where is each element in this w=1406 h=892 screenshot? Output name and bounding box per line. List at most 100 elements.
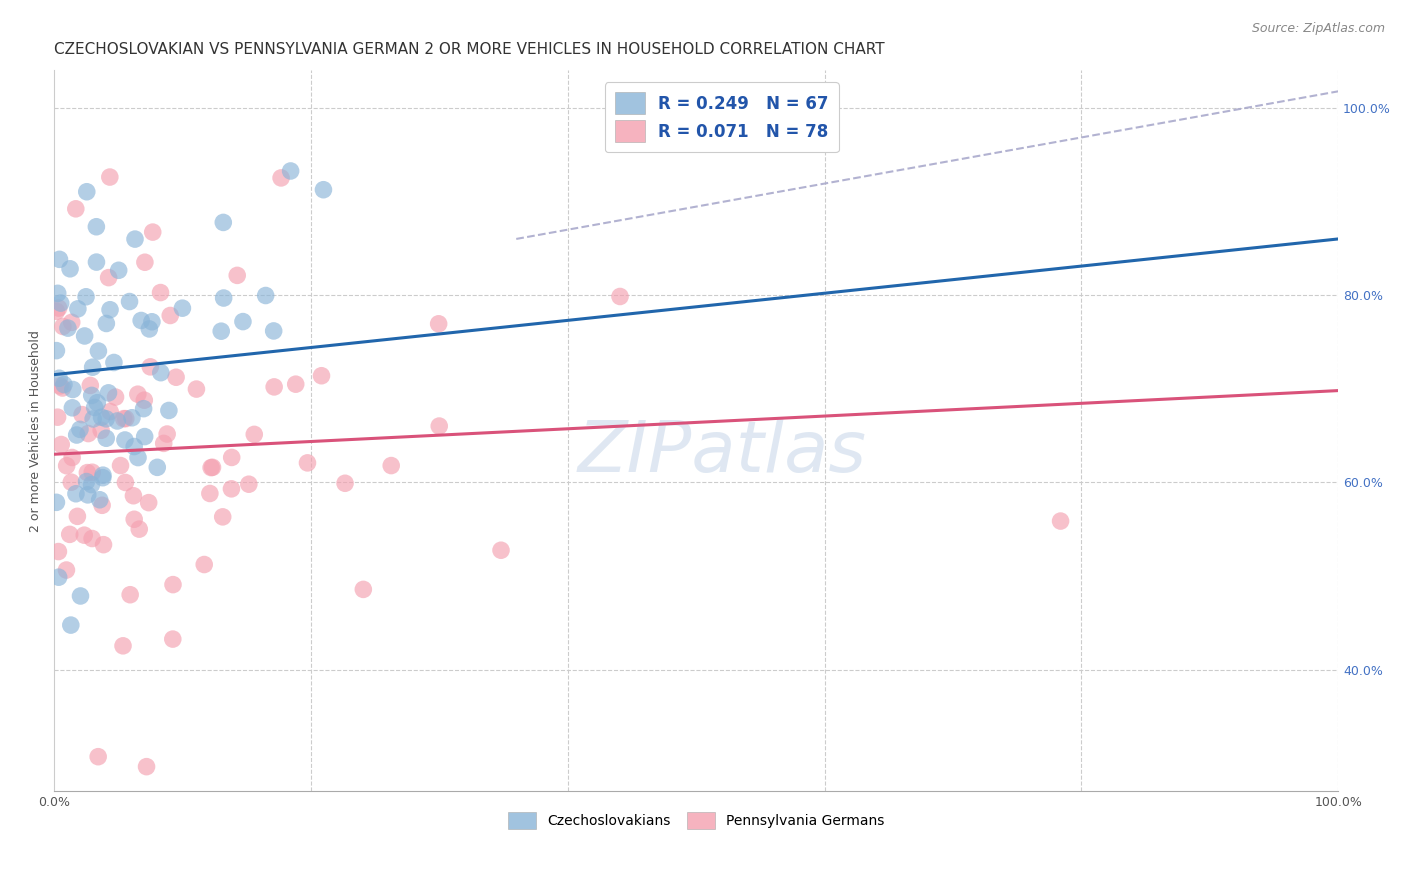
Point [142, 225, 165, 239]
Point [114, 433, 136, 447]
Point [49, 296, 72, 310]
Point [48, 371, 70, 385]
Point [1049, 514, 1071, 528]
Point [232, 315, 254, 329]
Point [134, 393, 156, 408]
Point [105, 414, 128, 428]
Point [221, 482, 243, 496]
Point [80, 388, 103, 402]
Point [152, 436, 174, 450]
Point [59, 527, 82, 541]
Point [134, 429, 156, 443]
Point [221, 450, 243, 465]
Point [120, 588, 142, 602]
Point [91, 471, 114, 485]
Point [200, 460, 222, 475]
Point [97, 270, 120, 285]
Point [60, 315, 83, 329]
Point [280, 164, 302, 178]
Point [60, 450, 83, 465]
Point [69, 589, 91, 603]
Point [89, 492, 111, 507]
Point [193, 558, 215, 572]
Point [129, 313, 152, 327]
Point [198, 486, 221, 500]
Point [297, 456, 319, 470]
Point [48, 570, 70, 584]
Point [82, 360, 104, 375]
Point [254, 288, 277, 302]
Point [212, 291, 235, 305]
Point [146, 460, 169, 475]
Point [212, 215, 235, 229]
Point [284, 377, 307, 392]
Point [77, 426, 100, 441]
Text: ZIPatlas: ZIPatlas [578, 418, 866, 487]
Point [52, 319, 75, 334]
Point [201, 460, 224, 475]
Point [114, 411, 136, 425]
Point [60, 475, 83, 490]
Point [59, 261, 82, 276]
Point [62, 383, 84, 397]
Point [56, 321, 79, 335]
Point [138, 495, 160, 509]
Point [270, 170, 292, 185]
Point [83, 401, 105, 415]
Point [427, 317, 450, 331]
Point [90, 423, 112, 437]
Point [87, 749, 110, 764]
Point [149, 366, 172, 380]
Point [45, 343, 67, 358]
Point [128, 522, 150, 536]
Point [79, 378, 101, 392]
Point [59, 618, 82, 632]
Point [141, 315, 163, 329]
Point [98, 404, 121, 418]
Point [66, 509, 89, 524]
Point [111, 639, 134, 653]
Point [65, 202, 87, 216]
Point [48, 252, 70, 267]
Point [96, 431, 118, 445]
Point [45, 495, 67, 509]
Point [609, 289, 631, 303]
Y-axis label: 2 or more Vehicles in Household: 2 or more Vehicles in Household [30, 330, 42, 532]
Point [122, 512, 145, 526]
Point [76, 185, 98, 199]
Point [121, 410, 143, 425]
Point [49, 379, 72, 393]
Point [172, 301, 194, 315]
Point [186, 382, 208, 396]
Point [112, 411, 135, 425]
Point [243, 427, 266, 442]
Point [60, 401, 83, 415]
Point [380, 458, 402, 473]
Point [48, 301, 70, 315]
Point [263, 380, 285, 394]
Point [55, 563, 77, 577]
Point [159, 309, 181, 323]
Point [127, 450, 149, 465]
Point [94, 412, 117, 426]
Point [149, 285, 172, 300]
Point [427, 419, 450, 434]
Point [91, 468, 114, 483]
Point [66, 301, 89, 316]
Point [211, 509, 233, 524]
Point [122, 440, 145, 454]
Point [352, 582, 374, 597]
Point [82, 532, 104, 546]
Point [138, 322, 160, 336]
Point [135, 759, 157, 773]
Point [124, 232, 146, 246]
Point [86, 255, 108, 269]
Point [134, 255, 156, 269]
Text: Source: ZipAtlas.com: Source: ZipAtlas.com [1251, 22, 1385, 36]
Point [209, 324, 232, 338]
Point [127, 387, 149, 401]
Point [157, 403, 180, 417]
Point [65, 487, 87, 501]
Point [76, 466, 98, 480]
Point [104, 390, 127, 404]
